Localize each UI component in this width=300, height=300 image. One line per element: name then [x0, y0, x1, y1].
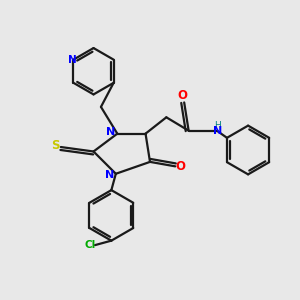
Text: S: S: [51, 139, 59, 152]
Text: O: O: [176, 160, 186, 173]
Text: N: N: [68, 55, 76, 64]
Text: N: N: [105, 170, 114, 180]
Text: Cl: Cl: [84, 240, 95, 250]
Text: N: N: [213, 126, 222, 136]
Text: N: N: [106, 127, 116, 137]
Text: H: H: [214, 121, 221, 130]
Text: O: O: [178, 89, 188, 102]
